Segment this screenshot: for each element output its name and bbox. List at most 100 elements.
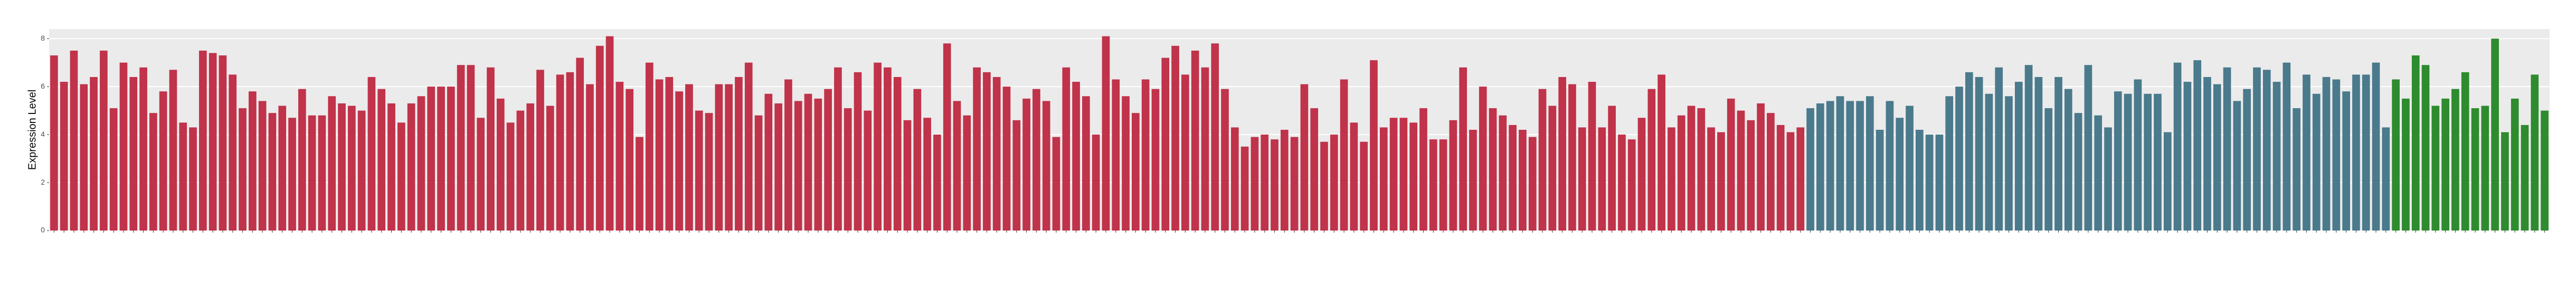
bar <box>1558 77 1566 231</box>
bar <box>2233 101 2241 231</box>
bar <box>2243 89 2251 231</box>
bar <box>1836 96 1844 231</box>
bar <box>1012 120 1021 231</box>
bar <box>209 53 217 231</box>
bar <box>923 118 931 231</box>
bar <box>1995 67 2003 231</box>
bar <box>1221 89 1229 231</box>
bar <box>1658 74 1665 231</box>
bar <box>1727 98 1735 231</box>
bar <box>2372 62 2380 231</box>
bar <box>2421 65 2430 231</box>
bar <box>2521 125 2529 231</box>
bar <box>814 98 822 231</box>
bar <box>80 84 88 231</box>
bar <box>1519 130 1527 231</box>
bar <box>1876 130 1884 231</box>
bar <box>1112 79 1120 231</box>
bar <box>1280 130 1289 231</box>
bar <box>2431 106 2440 231</box>
y-tick-label: 8 <box>41 34 45 42</box>
bar <box>2262 70 2271 231</box>
bar <box>1757 103 1765 231</box>
bar <box>1687 106 1696 231</box>
bar <box>189 127 197 231</box>
bar <box>695 110 703 231</box>
y-tick-label: 4 <box>41 130 45 138</box>
y-tick-label: 0 <box>41 226 45 234</box>
bar <box>1002 87 1011 231</box>
bar <box>566 72 574 231</box>
bar <box>1320 141 1328 231</box>
bar <box>467 65 475 231</box>
bar <box>953 101 961 231</box>
bar <box>2332 79 2341 231</box>
bar <box>874 62 882 231</box>
bar <box>159 91 167 231</box>
bar <box>1092 135 1100 231</box>
y-tick-label: 2 <box>41 178 45 186</box>
bar <box>1181 74 1189 231</box>
bar <box>2352 74 2360 231</box>
bar <box>2471 108 2479 231</box>
bar <box>1955 87 1963 231</box>
bar <box>2114 91 2122 231</box>
bar <box>2283 62 2291 231</box>
bar <box>1389 118 1398 231</box>
bar <box>1945 96 1954 231</box>
bar <box>239 108 247 231</box>
bar <box>1330 135 1338 231</box>
bar <box>50 55 58 231</box>
bar <box>1191 50 1199 231</box>
bar <box>2154 93 2162 231</box>
bar <box>1340 79 1348 231</box>
bar <box>1072 82 1080 231</box>
bar <box>705 113 713 231</box>
bar <box>2322 77 2331 231</box>
bar <box>2342 91 2350 231</box>
bar <box>437 87 445 231</box>
bar <box>933 135 941 231</box>
bar <box>2223 67 2231 231</box>
bar <box>1310 108 1319 231</box>
bar <box>1806 108 1814 231</box>
bar <box>1251 137 1259 231</box>
bar <box>1360 141 1368 231</box>
bar <box>2124 93 2132 231</box>
bar <box>576 58 584 231</box>
bar <box>1102 36 1110 231</box>
bar <box>2303 74 2310 231</box>
bar <box>457 65 465 231</box>
bar <box>655 79 664 231</box>
bar <box>2293 108 2300 231</box>
bar <box>1022 98 1030 231</box>
bar <box>387 103 395 231</box>
bar <box>60 82 68 231</box>
bar <box>636 137 643 231</box>
bar <box>1261 135 1269 231</box>
bar <box>1548 106 1557 231</box>
bar <box>447 87 455 231</box>
bar <box>1271 139 1278 231</box>
bar <box>1230 127 1239 231</box>
bar <box>2024 65 2033 231</box>
bar <box>1350 122 1358 231</box>
bar <box>586 84 594 231</box>
bar <box>1409 122 1418 231</box>
bar <box>377 89 386 231</box>
bar <box>595 45 604 231</box>
bar <box>1737 110 1745 231</box>
bar <box>427 87 435 231</box>
bar <box>794 101 802 231</box>
bar <box>1717 132 1725 231</box>
bar <box>1211 43 1219 231</box>
bar <box>2501 132 2509 231</box>
bar <box>943 43 951 231</box>
bar <box>407 103 415 231</box>
bar <box>199 50 207 231</box>
bar <box>129 77 138 231</box>
bar <box>626 89 633 231</box>
bar <box>2253 67 2261 231</box>
bar <box>1052 137 1060 231</box>
